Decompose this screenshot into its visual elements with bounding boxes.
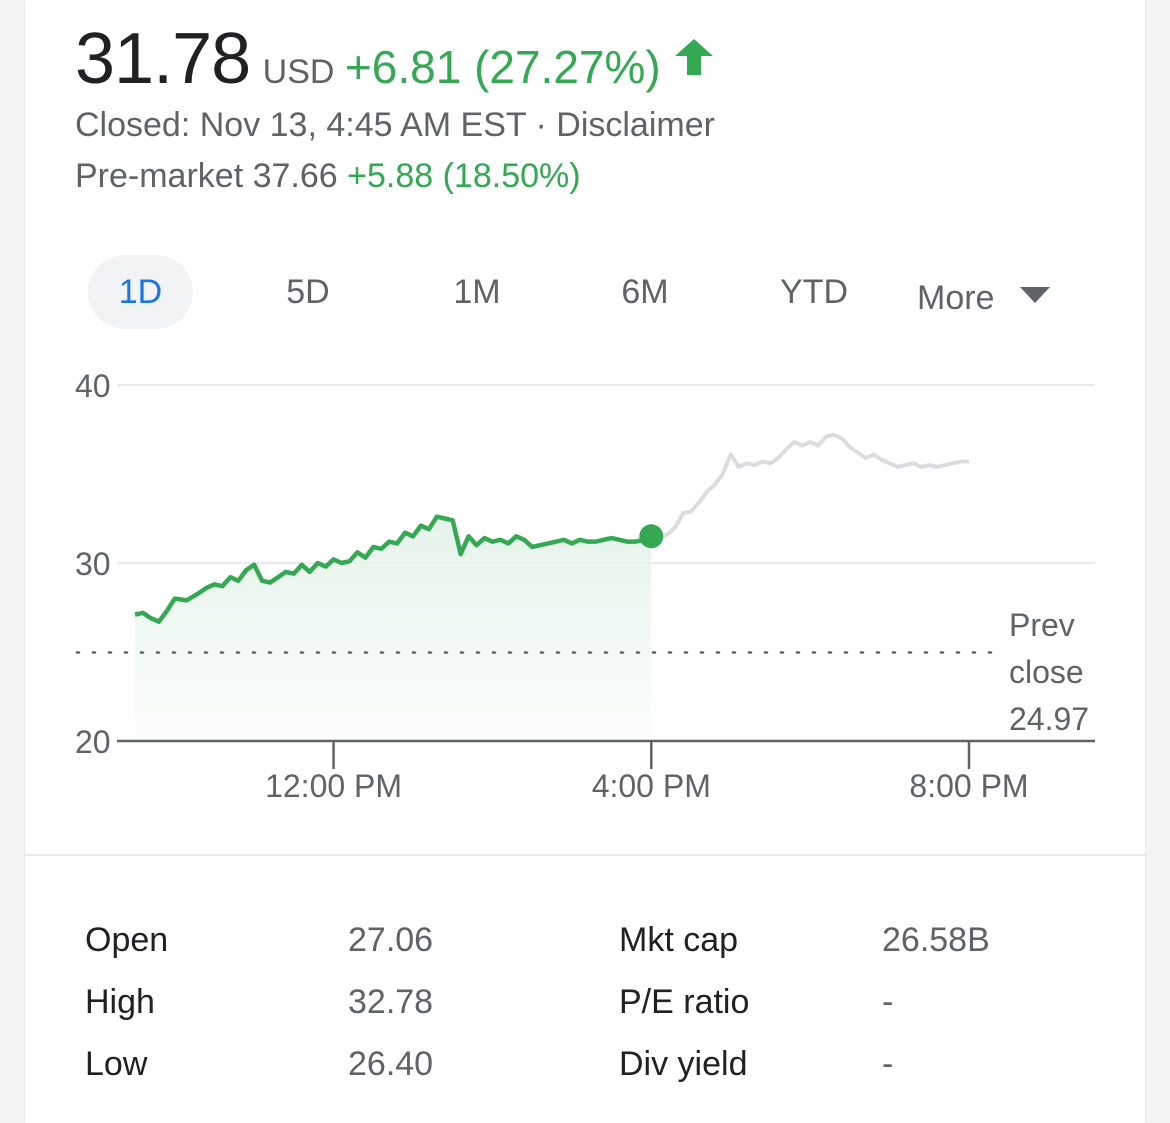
prev-close-label-line: Prev [1009, 607, 1075, 643]
premarket-price: Pre-market 37.66 [75, 157, 348, 195]
tab-more-label: More [917, 279, 995, 317]
x-tick-label: 4:00 PM [592, 768, 711, 804]
prev-close-label: Prev close 24.97 [1009, 607, 1089, 737]
stat-label-low: Low [85, 1045, 148, 1083]
stat-value-div-yield: - [882, 1045, 894, 1083]
current-price-marker[interactable] [639, 524, 664, 549]
x-tick-label: 12:00 PM [265, 768, 402, 804]
stat-label-mkt-cap: Mkt cap [619, 921, 739, 959]
stat-label-open: Open [85, 921, 169, 959]
regular-session-area [135, 516, 652, 741]
y-tick-label: 20 [75, 724, 111, 760]
tab-ytd[interactable]: YTD [780, 273, 848, 311]
stat-label-pe-ratio: P/E ratio [619, 983, 750, 1021]
x-tick-label: 8:00 PM [909, 768, 1028, 804]
disclaimer-link[interactable]: Disclaimer [556, 106, 715, 144]
tab-5d[interactable]: 5D [286, 273, 330, 311]
caret-down-icon [1020, 255, 1051, 329]
tab-6m[interactable]: 6M [621, 273, 669, 311]
premarket-change: +5.88 (18.50%) [347, 157, 581, 195]
stat-value-mkt-cap: 26.58B [882, 921, 990, 959]
closed-time-text: Closed: Nov 13, 4:45 AM EST · [75, 106, 557, 144]
y-tick-label: 40 [75, 368, 111, 404]
stat-value-open: 27.06 [348, 921, 434, 959]
stat-label-div-yield: Div yield [619, 1045, 748, 1083]
up-arrow-icon [675, 39, 714, 80]
stat-value-pe-ratio: - [882, 983, 894, 1021]
stock-card: 31.78 USD +6.81 (27.27%) Closed: Nov 13,… [25, 0, 1145, 1123]
price-change: +6.81 (27.27%) [344, 41, 661, 93]
tab-1d[interactable]: 1D [88, 255, 193, 329]
prev-close-label-line: 24.97 [1009, 701, 1089, 737]
range-tabs: 1D 5D 1M 6M YTD More [25, 255, 1145, 329]
tab-more[interactable]: More [917, 255, 1087, 329]
divider [25, 854, 1145, 856]
price-chart[interactable]: 40 30 20 12:00 PM 4:00 PM 8:00 PM Prev close 2… [25, 340, 1145, 810]
market-status: Closed: Nov 13, 4:45 AM EST · Disclaimer [75, 106, 715, 145]
tab-1m[interactable]: 1M [453, 273, 501, 311]
regular-session-line [134, 514, 653, 624]
current-price: 31.78 [75, 19, 251, 99]
stat-label-high: High [85, 983, 155, 1021]
y-tick-label: 30 [75, 546, 111, 582]
prev-close-label-line: close [1009, 654, 1084, 690]
price-header: 31.78 USD +6.81 (27.27%) [75, 18, 714, 100]
currency-code: USD [262, 53, 335, 91]
stat-value-high: 32.78 [348, 983, 434, 1021]
stat-value-low: 26.40 [348, 1045, 434, 1083]
premarket-info: Pre-market 37.66 +5.88 (18.50%) [75, 157, 581, 196]
after-hours-line [650, 432, 969, 541]
